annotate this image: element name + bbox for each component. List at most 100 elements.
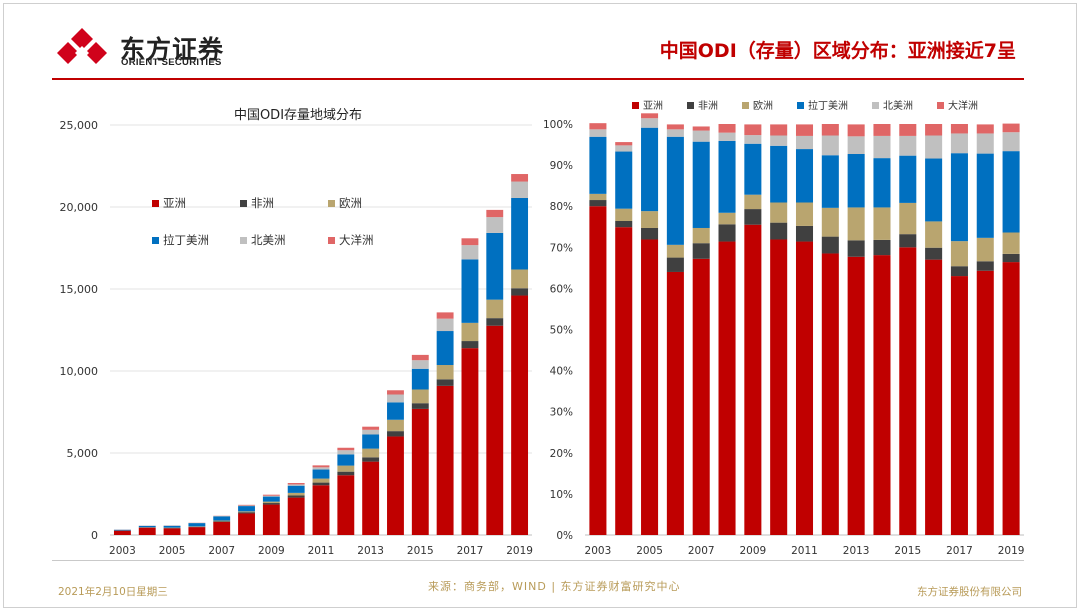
bar-segment: [461, 245, 479, 260]
legend-label: 欧洲: [339, 196, 362, 210]
bar-segment: [262, 495, 280, 497]
bar-segment: [337, 447, 355, 451]
bar-segment: [436, 385, 454, 535]
bar-segment: [238, 506, 255, 512]
bar-segment: [461, 322, 479, 342]
bar-segment: [213, 520, 231, 522]
bar-segment: [287, 495, 305, 498]
bar-segment: [362, 457, 380, 462]
bar-segment: [411, 389, 429, 404]
bar-segment: [213, 515, 231, 517]
legend-label: 北美洲: [251, 233, 286, 247]
bar-segment: [312, 485, 330, 535]
footer-source: 来源：商务部，WIND | 东方证券财富研究中心: [428, 580, 681, 593]
bar-segment: [163, 525, 181, 528]
bar-segment: [337, 465, 355, 472]
y-tick-label: 10,000: [60, 365, 99, 378]
bar-segment: [163, 528, 181, 535]
bar-segment: [461, 259, 479, 323]
legend-swatch: [328, 237, 335, 244]
footer-company: 东方证券股份有限公司: [917, 586, 1022, 598]
brand-name-en: ORIENT SECURITIES: [121, 57, 222, 68]
y-tick-label: 20,000: [60, 201, 99, 214]
bar-segment: [486, 325, 504, 535]
bar-segment: [312, 465, 330, 468]
x-tick-label: 2003: [109, 545, 136, 557]
bar-segment: [436, 379, 454, 386]
y-tick-label: 0: [91, 529, 98, 542]
bar-segment: [287, 497, 305, 535]
bar-segment: [436, 312, 454, 319]
brand-logo-icon: [57, 28, 107, 64]
footer-date: 2021年2月10日星期三: [58, 586, 168, 598]
chart-title: 中国ODI存量地域分布: [234, 108, 362, 123]
bar-segment: [387, 431, 404, 437]
y-tick-label: 25,000: [60, 119, 99, 132]
bar-segment: [436, 331, 454, 366]
bar-segment: [262, 503, 280, 505]
bar-segment: [312, 482, 330, 486]
bar-segment: [213, 516, 231, 521]
x-tick-label: 2013: [357, 545, 384, 557]
bar-segment: [461, 348, 479, 535]
bar-segment: [337, 471, 355, 476]
legend-swatch: [240, 237, 247, 244]
legend-swatch: [328, 200, 335, 207]
legend-label: 亚洲: [163, 196, 186, 210]
bar-segment: [387, 390, 404, 395]
bar-segment: [461, 341, 479, 349]
bar-segment: [262, 501, 280, 504]
bar-segment: [262, 504, 280, 535]
bar-segment: [287, 492, 305, 496]
legend-label: 大洋洲: [339, 233, 374, 247]
x-tick-label: 2015: [407, 545, 434, 557]
bar-segment: [138, 527, 156, 535]
bar-segment: [486, 318, 504, 326]
bar-segment: [238, 504, 255, 506]
bar-segment: [238, 513, 255, 535]
legend-swatch: [152, 237, 159, 244]
bar-segment: [387, 419, 404, 432]
legend-label: 非洲: [251, 196, 274, 210]
bar-segment: [337, 475, 355, 535]
bar-segment: [262, 496, 280, 502]
bar-segment: [113, 530, 131, 535]
bar-segment: [511, 269, 529, 289]
bar-segment: [337, 454, 355, 466]
bar-segment: [312, 469, 330, 479]
slide-frame: [3, 3, 1077, 608]
bar-segment: [511, 197, 529, 270]
bar-segment: [238, 511, 255, 513]
bar-segment: [486, 232, 504, 300]
bar-segment: [411, 408, 429, 535]
bar-segment: [238, 505, 255, 507]
bar-segment: [511, 181, 529, 198]
bar-segment: [238, 512, 255, 514]
bar-segment: [213, 521, 231, 523]
legend-label: 拉丁美洲: [163, 233, 209, 247]
bar-segment: [411, 403, 429, 409]
bar-segment: [362, 429, 380, 435]
bar-segment: [486, 299, 504, 319]
bar-segment: [436, 318, 454, 332]
bar-segment: [486, 217, 504, 233]
bar-segment: [337, 450, 355, 455]
bar-segment: [188, 527, 206, 535]
bar-segment: [486, 209, 504, 218]
x-tick-label: 2019: [506, 545, 533, 557]
bar-segment: [411, 360, 429, 369]
y-tick-label: 15,000: [60, 283, 99, 296]
bar-segment: [312, 467, 330, 470]
legend-swatch: [152, 200, 159, 207]
x-tick-label: 2005: [159, 545, 186, 557]
bar-segment: [362, 461, 380, 535]
bar-segment: [511, 295, 529, 535]
footer-divider: [52, 560, 1024, 561]
bar-segment: [511, 174, 529, 182]
bar-segment: [213, 522, 231, 535]
bar-segment: [262, 494, 280, 496]
bar-segment: [362, 434, 380, 449]
x-tick-label: 2011: [308, 545, 335, 557]
bar-segment: [188, 523, 206, 527]
